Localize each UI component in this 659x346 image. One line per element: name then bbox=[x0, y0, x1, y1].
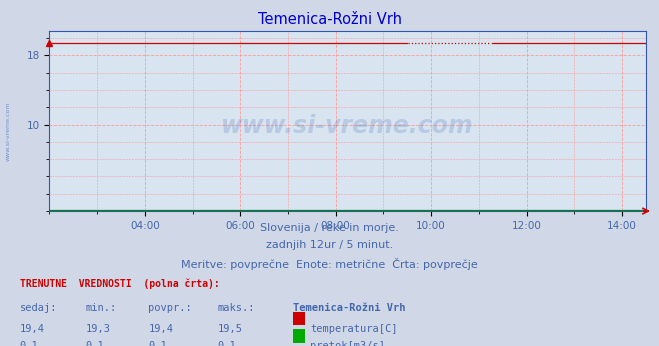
Text: Meritve: povprečne  Enote: metrične  Črta: povprečje: Meritve: povprečne Enote: metrične Črta:… bbox=[181, 258, 478, 270]
Text: temperatura[C]: temperatura[C] bbox=[310, 324, 398, 334]
Text: Temenica-Rožni Vrh: Temenica-Rožni Vrh bbox=[258, 12, 401, 27]
Text: 0,1: 0,1 bbox=[217, 341, 236, 346]
Text: sedaj:: sedaj: bbox=[20, 303, 57, 313]
Text: Temenica-Rožni Vrh: Temenica-Rožni Vrh bbox=[293, 303, 406, 313]
Text: min.:: min.: bbox=[86, 303, 117, 313]
Text: www.si-vreme.com: www.si-vreme.com bbox=[5, 102, 11, 161]
Text: TRENUTNE  VREDNOSTI  (polna črta):: TRENUTNE VREDNOSTI (polna črta): bbox=[20, 279, 219, 289]
Text: povpr.:: povpr.: bbox=[148, 303, 192, 313]
Text: zadnjih 12ur / 5 minut.: zadnjih 12ur / 5 minut. bbox=[266, 240, 393, 251]
Text: www.si-vreme.com: www.si-vreme.com bbox=[221, 115, 474, 138]
Text: 19,3: 19,3 bbox=[86, 324, 111, 334]
Text: 19,5: 19,5 bbox=[217, 324, 243, 334]
Text: maks.:: maks.: bbox=[217, 303, 255, 313]
Text: 0,1: 0,1 bbox=[20, 341, 38, 346]
Text: 19,4: 19,4 bbox=[148, 324, 173, 334]
Text: pretok[m3/s]: pretok[m3/s] bbox=[310, 341, 386, 346]
Text: 0,1: 0,1 bbox=[148, 341, 167, 346]
Text: 0,1: 0,1 bbox=[86, 341, 104, 346]
Text: Slovenija / reke in morje.: Slovenija / reke in morje. bbox=[260, 223, 399, 233]
Text: 19,4: 19,4 bbox=[20, 324, 45, 334]
